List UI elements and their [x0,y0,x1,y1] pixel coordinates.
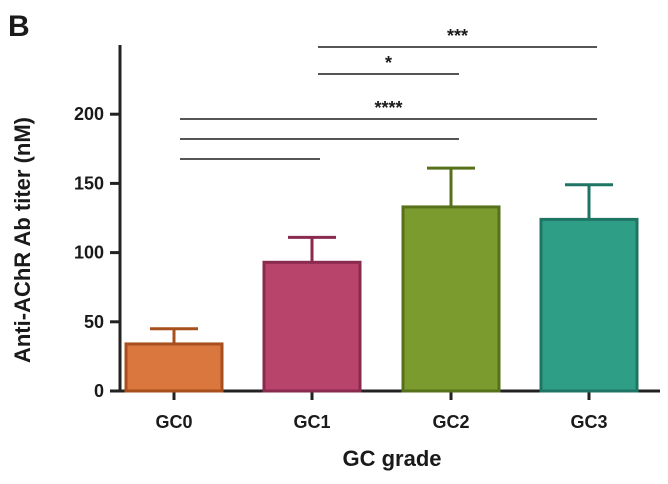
y-axis-title: Anti-AChR Ab titer (nM) [10,117,35,363]
y-tick-label: 0 [94,381,104,401]
significance-brackets: ******** [180,26,597,160]
significance-label: * [385,53,392,73]
y-tick-label: 150 [74,173,104,193]
bar-gc1 [262,260,362,393]
x-tick-label: GC0 [155,412,192,432]
y-tick-label: 200 [74,104,104,124]
bar-gc0 [124,342,224,393]
error-bars [150,166,613,344]
x-tick-label: GC1 [293,412,330,432]
x-axis-title: GC grade [342,446,441,471]
bar-gc3 [539,217,639,393]
bars [124,205,639,393]
panel-label: B [8,10,30,43]
significance-label: **** [374,98,402,118]
y-axis: 0 50 100 150 200 [74,45,122,401]
significance-label: *** [447,26,468,46]
bar-gc2 [401,205,501,393]
y-tick-label: 100 [74,243,104,263]
x-axis: GC0 GC1 GC2 GC3 [120,389,660,432]
y-tick-label: 50 [84,312,104,332]
x-tick-label: GC2 [432,412,469,432]
x-tick-label: GC3 [570,412,607,432]
